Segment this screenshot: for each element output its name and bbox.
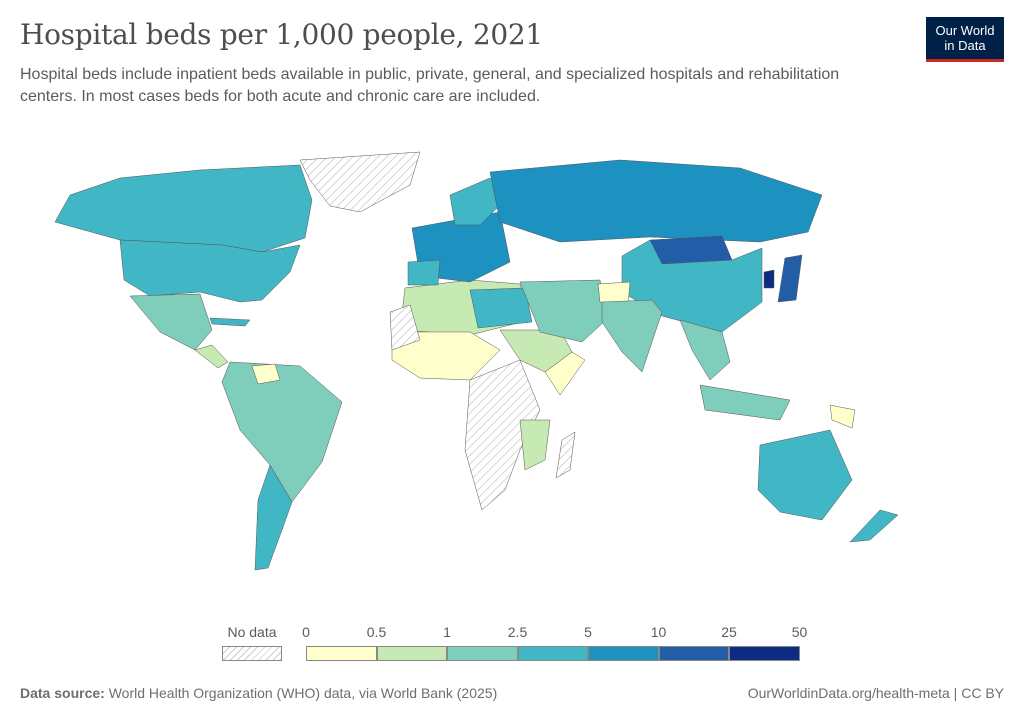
logo-line-2: in Data: [944, 38, 986, 53]
legend-bin-1[interactable]: [376, 646, 447, 661]
country-mexico[interactable]: [129, 293, 213, 351]
country-central-africa[interactable]: [464, 359, 541, 511]
legend-tick: 10: [650, 624, 667, 640]
country-canada[interactable]: [54, 164, 313, 253]
country-libya-egypt[interactable]: [469, 287, 533, 329]
legend-bin-3[interactable]: [517, 646, 588, 661]
country-horn[interactable]: [544, 351, 586, 396]
country-usa[interactable]: [119, 239, 301, 303]
chart-subtitle: Hospital beds include inpatient beds ava…: [20, 66, 840, 105]
country-southeast-asia[interactable]: [679, 319, 731, 381]
legend-bin-2[interactable]: [447, 646, 518, 661]
footer-source: Data source: World Health Organization (…: [20, 685, 497, 701]
license[interactable]: CC BY: [961, 685, 1004, 701]
country-korea[interactable]: [763, 269, 775, 289]
legend-tick: 1: [443, 624, 451, 640]
country-india[interactable]: [601, 299, 663, 373]
legend-bin-0[interactable]: [306, 646, 377, 661]
legend-bin-4[interactable]: [588, 646, 659, 661]
owid-link[interactable]: OurWorldinData.org/health-meta: [747, 685, 950, 701]
legend-tick: 25: [721, 624, 737, 640]
world-map: [54, 151, 899, 571]
country-japan[interactable]: [777, 254, 803, 303]
legend-no-data-swatch[interactable]: [222, 646, 282, 661]
legend-tick: 2.5: [507, 624, 528, 640]
country-scandinavia[interactable]: [449, 177, 506, 226]
country-australia[interactable]: [757, 429, 853, 521]
country-middle-east[interactable]: [519, 279, 607, 343]
footer-link: OurWorldinData.org/health-meta | CC BY: [747, 685, 1004, 701]
legend-bin-6[interactable]: [729, 646, 800, 661]
country-russia[interactable]: [489, 159, 823, 243]
legend-tick: 5: [584, 624, 592, 640]
country-southern-africa[interactable]: [519, 419, 551, 471]
source-text: World Health Organization (WHO) data, vi…: [108, 685, 498, 701]
country-greenland[interactable]: [299, 151, 421, 213]
country-indonesia[interactable]: [699, 384, 791, 421]
country-caribbean[interactable]: [209, 317, 251, 327]
owid-logo[interactable]: Our World in Data: [926, 17, 1004, 62]
legend-tick: 0: [302, 624, 310, 640]
country-sahara-nodata[interactable]: [389, 304, 421, 351]
legend-no-data-label: No data: [227, 624, 277, 640]
legend-bin-5[interactable]: [658, 646, 729, 661]
country-png[interactable]: [829, 404, 856, 429]
country-venezuela[interactable]: [251, 363, 281, 385]
country-argentina[interactable]: [254, 464, 293, 571]
country-iberia[interactable]: [407, 259, 441, 286]
country-central-america[interactable]: [194, 344, 229, 369]
country-brazil-etc[interactable]: [221, 361, 343, 503]
country-new-zealand[interactable]: [849, 509, 899, 543]
chart-title: Hospital beds per 1,000 people, 2021: [20, 18, 543, 51]
country-mongolia[interactable]: [649, 235, 733, 265]
legend-tick: 0.5: [366, 624, 387, 640]
logo-line-1: Our World: [935, 23, 995, 38]
country-madagascar[interactable]: [555, 431, 576, 479]
source-label: Data source:: [20, 685, 105, 701]
legend-tick: 50: [791, 624, 808, 640]
